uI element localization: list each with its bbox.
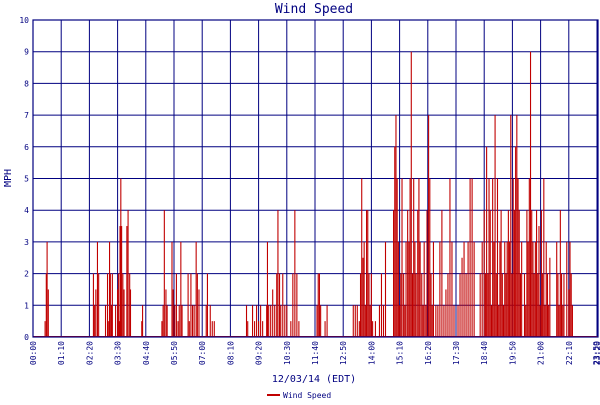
y-tick-label: 8 — [24, 79, 29, 88]
x-tick-label: 02:20 — [85, 341, 94, 365]
x-tick-label: 00:00 — [29, 341, 38, 365]
x-tick-label: 01:10 — [57, 341, 66, 365]
x-tick-label: 15:10 — [396, 341, 405, 365]
chart-title: Wind Speed — [275, 2, 353, 17]
y-axis-label: MPH — [3, 169, 14, 187]
x-tick-label: 03:30 — [114, 341, 123, 365]
x-tick-label: 10:30 — [283, 341, 292, 365]
y-axis-ticks: 0 1 2 3 4 5 6 7 8 9 10 — [19, 16, 29, 342]
x-tick-label: 21:00 — [537, 341, 546, 365]
x-tick-label: 08:10 — [226, 341, 235, 365]
x-tick-label: 04:40 — [142, 341, 151, 365]
wind-speed-series — [33, 51, 598, 337]
x-tick-label: 12:50 — [339, 341, 348, 365]
x-tick-label: 16:20 — [424, 341, 433, 365]
y-tick-label: 2 — [24, 270, 29, 279]
x-tick-label: 23:59 — [592, 341, 600, 365]
y-tick-label: 7 — [24, 111, 29, 120]
x-tick-label: 09:20 — [255, 341, 264, 365]
x-tick-label: 14:00 — [367, 341, 376, 365]
x-tick-label: 07:00 — [198, 341, 207, 365]
y-tick-label: 1 — [24, 301, 29, 310]
y-tick-label: 6 — [24, 143, 29, 152]
legend-label-wind-speed: Wind Speed — [283, 391, 331, 400]
y-tick-label: 5 — [24, 175, 29, 184]
x-axis-ticks: 00:00 01:10 02:20 03:30 04:40 05:50 07:00 08:10… — [29, 341, 600, 365]
y-tick-label: 3 — [24, 238, 29, 247]
x-tick-label: 17:30 — [452, 341, 461, 365]
y-tick-label: 10 — [19, 16, 29, 25]
x-tick-label: 18:40 — [480, 341, 489, 365]
y-tick-label: 9 — [24, 48, 29, 57]
legend: Wind Speed — [267, 391, 331, 400]
x-tick-label: 23:20 — [593, 341, 600, 365]
x-tick-label: 19:50 — [508, 341, 517, 365]
y-tick-label: 0 — [24, 333, 29, 342]
x-tick-label: 11:40 — [311, 341, 320, 365]
x-axis-label: 12/03/14 (EDT) — [272, 374, 356, 385]
y-tick-label: 4 — [24, 206, 29, 215]
x-tick-label: 05:50 — [170, 341, 179, 365]
plot-border — [32, 19, 599, 338]
x-tick-label: 22:10 — [565, 341, 574, 365]
